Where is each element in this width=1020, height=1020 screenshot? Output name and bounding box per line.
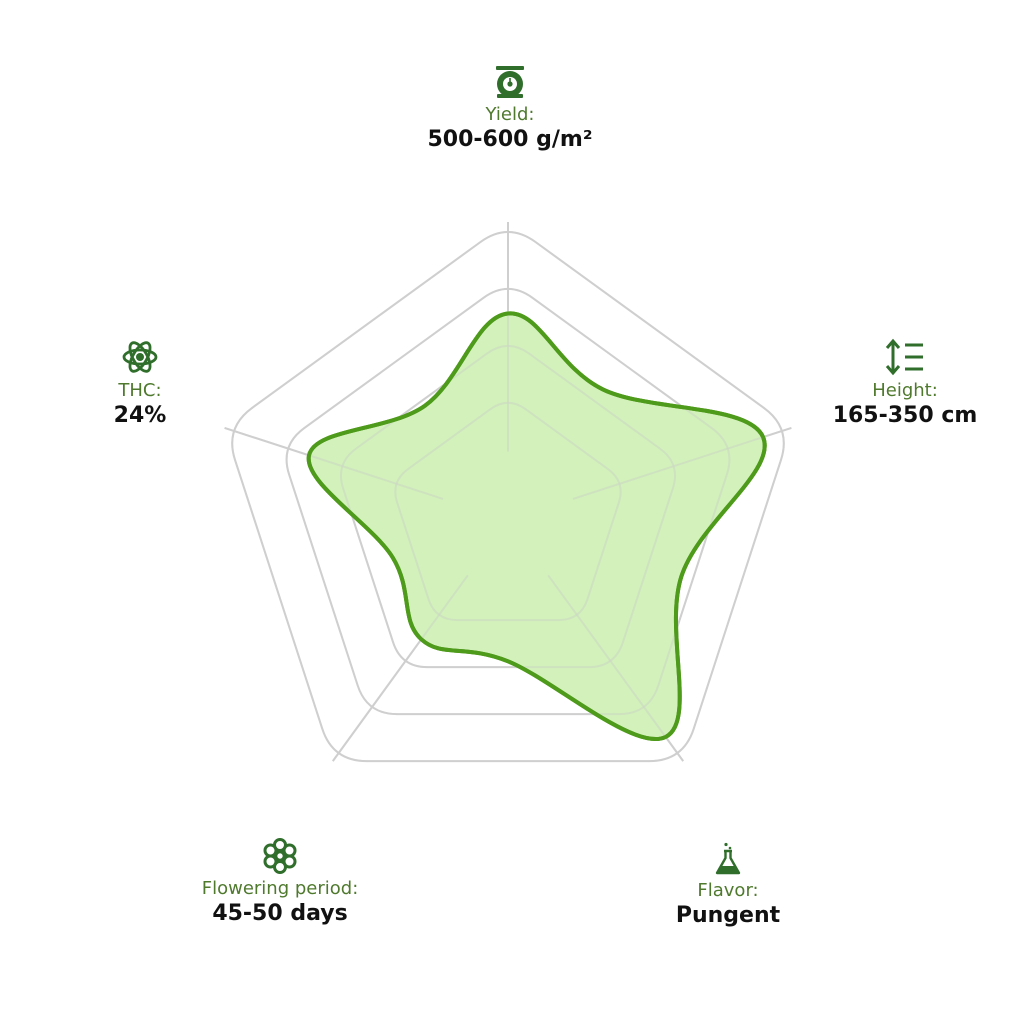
scale-icon	[496, 66, 524, 98]
axis-label-flavor: Flavor:	[697, 880, 759, 901]
axis-value-thc: 24%	[113, 403, 167, 428]
axis-thc: THC: 24%	[10, 338, 270, 430]
axis-label-flowering: Flowering period:	[201, 878, 359, 899]
spoke-overlay-2	[572, 426, 792, 500]
axis-value-height: 165-350 cm	[832, 403, 978, 428]
flower-icon	[263, 838, 297, 874]
axis-flavor: Flavor: Pungent	[598, 842, 858, 930]
axis-label-yield: Yield:	[485, 104, 535, 125]
axis-flowering: Flowering period: 45-50 days	[150, 838, 410, 928]
spoke-overlay-5	[224, 426, 444, 500]
axis-label-thc: THC:	[118, 380, 162, 401]
axis-value-flavor: Pungent	[675, 903, 781, 928]
radar-spokes-overlay	[224, 222, 792, 762]
flask-icon	[715, 842, 741, 875]
grid-ring-overlay-3	[285, 287, 731, 716]
grid-ring-overlay-4	[231, 231, 785, 763]
grid-ring-4	[231, 231, 785, 763]
axis-value-yield: 500-600 g/m²	[427, 127, 593, 152]
molecule-icon	[122, 341, 158, 373]
axis-value-flowering: 45-50 days	[212, 901, 348, 926]
grid-ring-overlay-2	[339, 344, 677, 669]
axis-label-height: Height:	[872, 380, 938, 401]
radar-grid-overlay	[231, 231, 785, 763]
axis-height: Height: 165-350 cm	[775, 338, 1020, 430]
spoke-overlay-4	[331, 574, 469, 762]
radar-data-outline	[306, 311, 767, 741]
spoke-overlay-3	[547, 574, 685, 762]
height-arrows-icon	[885, 338, 923, 376]
grid-ring-overlay-1	[394, 401, 622, 622]
axis-yield: Yield: 500-600 g/m²	[380, 64, 640, 154]
